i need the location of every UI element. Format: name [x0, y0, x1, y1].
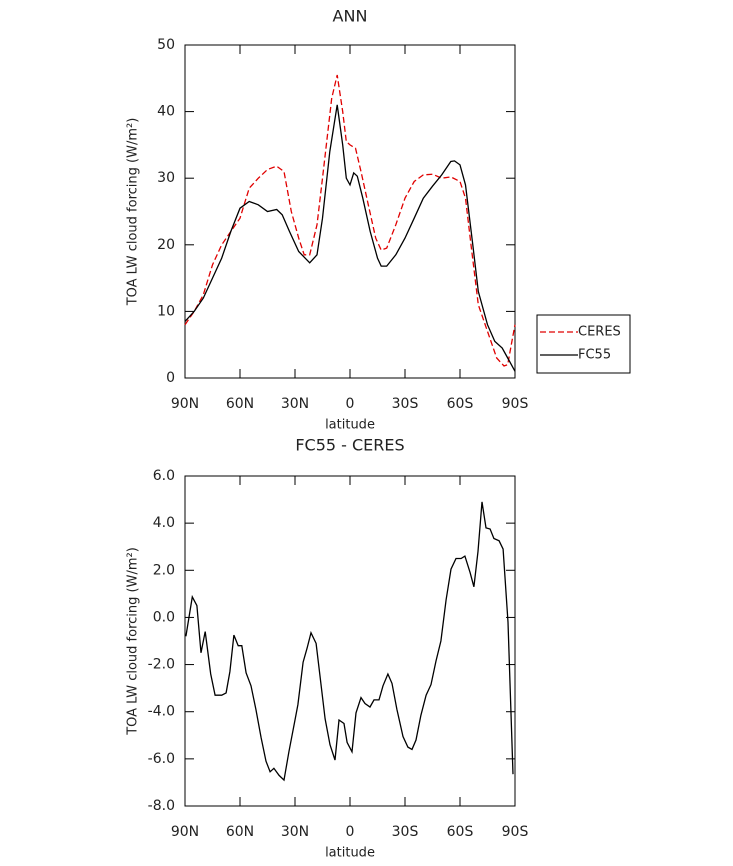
- x-tick-label: 30N: [281, 824, 309, 840]
- y-tick-label: 0: [166, 370, 175, 386]
- data-line: [185, 501, 514, 782]
- y-tick-label: 30: [157, 170, 175, 186]
- y-tick-label: 10: [157, 303, 175, 319]
- x-tick-label: 90S: [502, 824, 529, 840]
- y-tick-label: 4.0: [153, 515, 175, 531]
- x-tick-label: 60S: [447, 824, 474, 840]
- y-tick-label: -4.0: [148, 704, 175, 720]
- y-axis-label: TOA LW cloud forcing (W/m²): [126, 547, 141, 736]
- x-axis-label: latitude: [325, 418, 375, 433]
- legend-box: [536, 314, 631, 374]
- x-tick-label: 90S: [502, 396, 529, 412]
- y-axis-label: TOA LW cloud forcing (W/m²): [126, 118, 141, 307]
- y-tick-label: -2.0: [148, 657, 175, 673]
- x-tick-label: 30S: [392, 396, 419, 412]
- data-line: [184, 104, 516, 372]
- chart-title: ANN: [333, 7, 368, 26]
- plot-frame: [184, 475, 516, 807]
- x-tick-label: 0: [346, 824, 355, 840]
- x-tick-label: 30S: [392, 824, 419, 840]
- y-tick-label: 6.0: [153, 468, 175, 484]
- x-tick-label: 60N: [226, 396, 254, 412]
- x-tick-label: 90N: [171, 396, 199, 412]
- legend-label: CERES: [578, 325, 621, 340]
- y-tick-label: 2.0: [153, 562, 175, 578]
- y-tick-label: -6.0: [148, 751, 175, 767]
- y-tick-label: -8.0: [148, 798, 175, 814]
- plot-frame: [184, 44, 516, 379]
- x-tick-label: 0: [346, 396, 355, 412]
- x-tick-label: 60N: [226, 824, 254, 840]
- x-axis-label: latitude: [325, 846, 375, 861]
- y-tick-label: 50: [157, 37, 175, 53]
- x-tick-label: 30N: [281, 396, 309, 412]
- y-tick-label: 20: [157, 237, 175, 253]
- chart-title: FC55 - CERES: [295, 436, 404, 455]
- y-tick-label: 40: [157, 104, 175, 120]
- y-tick-label: 0.0: [153, 609, 175, 625]
- x-tick-label: 90N: [171, 824, 199, 840]
- legend-label: FC55: [578, 348, 611, 363]
- data-line: [184, 74, 516, 367]
- x-tick-label: 60S: [447, 396, 474, 412]
